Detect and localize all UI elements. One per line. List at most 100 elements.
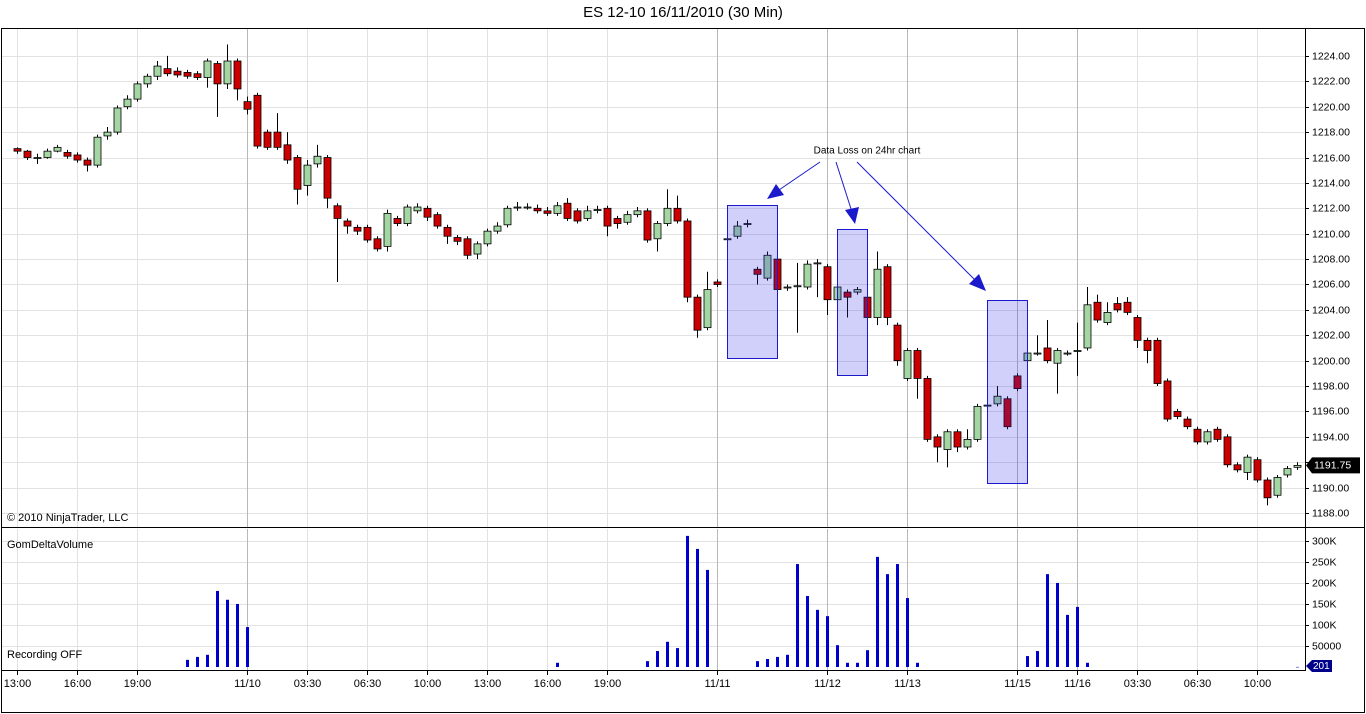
annotation-text: Data Loss on 24hr chart [814, 146, 921, 157]
volume-bar [766, 659, 769, 667]
volume-bar [866, 650, 869, 667]
candle-body [283, 144, 292, 161]
volume-bar [246, 627, 249, 667]
candle-body [463, 238, 472, 256]
candle-body [263, 131, 272, 148]
volume-bar [216, 590, 219, 667]
y-tick-label: 1198.00 [1312, 380, 1349, 392]
candle-body [713, 281, 722, 285]
candle-body [423, 207, 432, 218]
volume-bar [1066, 614, 1069, 667]
candle-body [93, 136, 102, 166]
volume-bar [1026, 656, 1029, 667]
candle-body [243, 101, 252, 110]
y-tick-label: 1216.00 [1312, 152, 1350, 164]
candle-body [573, 210, 582, 222]
candle-body [733, 225, 742, 237]
frame [1, 28, 1365, 713]
candle-body [673, 207, 682, 222]
candle-body [873, 268, 882, 318]
volume-bar [196, 656, 199, 667]
data-loss-box [987, 300, 1028, 484]
arrow [856, 161, 978, 283]
candle-body [1133, 317, 1142, 341]
candle-body [353, 226, 362, 232]
candle-body [743, 223, 752, 225]
candle-body [483, 230, 492, 245]
y-tick-label: 1196.00 [1312, 405, 1349, 417]
candle-body [543, 210, 552, 214]
x-tick-label: 13:00 [4, 678, 32, 690]
candle-body [1223, 436, 1232, 466]
volume-bar [906, 598, 909, 667]
recording-status: Recording OFF [7, 649, 82, 661]
candle-body [753, 268, 762, 275]
candle-body [913, 350, 922, 379]
volume-bar [836, 645, 839, 667]
grid: 1188.001190.001192.001194.001196.001198.… [2, 29, 1350, 690]
x-tick-label: 11/10 [234, 678, 261, 690]
candle-body [1253, 459, 1262, 481]
candle-body [1143, 339, 1152, 351]
candle-body [203, 60, 212, 78]
candle-body [953, 431, 962, 448]
candle-body [143, 75, 152, 85]
candle-body [633, 210, 642, 216]
volume-bar [876, 556, 879, 667]
candle-body [103, 131, 112, 137]
candle-body [853, 289, 862, 293]
last-price-label: 1191.75 [1314, 460, 1351, 472]
candle-body [393, 218, 402, 224]
volume-bar [796, 564, 799, 667]
candle-body [613, 218, 622, 224]
x-tick-label: 11/13 [894, 678, 921, 690]
volume-bar [206, 654, 209, 667]
candle-body [593, 209, 602, 211]
volume-bar [236, 603, 239, 667]
volume-bar [856, 662, 859, 667]
candle-body [23, 150, 32, 158]
volume-bar [186, 659, 189, 667]
x-tick-label: 10:00 [414, 678, 442, 690]
candle-body [903, 350, 912, 379]
y-tick-label: 150K [1312, 598, 1337, 610]
x-tick-label: 16:00 [534, 678, 562, 690]
candle-body [583, 210, 592, 219]
y-tick-label: 1222.00 [1312, 75, 1350, 87]
y-tick-label: 1190.00 [1312, 482, 1349, 494]
y-tick-label: 1212.00 [1312, 202, 1350, 214]
x-tick-label: 16:00 [64, 678, 92, 690]
candle-body [123, 98, 132, 108]
candle-body [1083, 304, 1092, 349]
candle-body [1073, 350, 1082, 352]
candle-body [523, 206, 532, 209]
candle-body [843, 291, 852, 298]
candle-body [313, 155, 322, 165]
volume-bar [676, 648, 679, 667]
volume-bar [656, 651, 659, 667]
candle-body [1203, 431, 1212, 443]
candle-body [663, 207, 672, 224]
candle-body [1053, 350, 1062, 364]
last-volume-label: 201 [1313, 661, 1330, 672]
candle-body [453, 237, 462, 242]
candle-body [533, 207, 542, 212]
volume-bar [556, 662, 559, 667]
candle-body [1243, 456, 1252, 473]
candle-body [173, 70, 182, 76]
candle-body [133, 83, 142, 100]
volume-bar [1076, 606, 1079, 667]
candle-body [333, 205, 342, 219]
x-tick-label: 10:00 [1244, 678, 1272, 690]
annotations: Data Loss on 24hr chart © 2010 NinjaTrad… [7, 146, 1028, 661]
candle-body [343, 220, 352, 227]
x-tick-label: 19:00 [594, 678, 622, 690]
x-tick-label: 19:00 [124, 678, 152, 690]
volume-bar [806, 595, 809, 667]
last-price-marker [1306, 457, 1360, 474]
candle-body [233, 60, 242, 90]
candle-body [1063, 352, 1072, 355]
candle-body [643, 210, 652, 241]
